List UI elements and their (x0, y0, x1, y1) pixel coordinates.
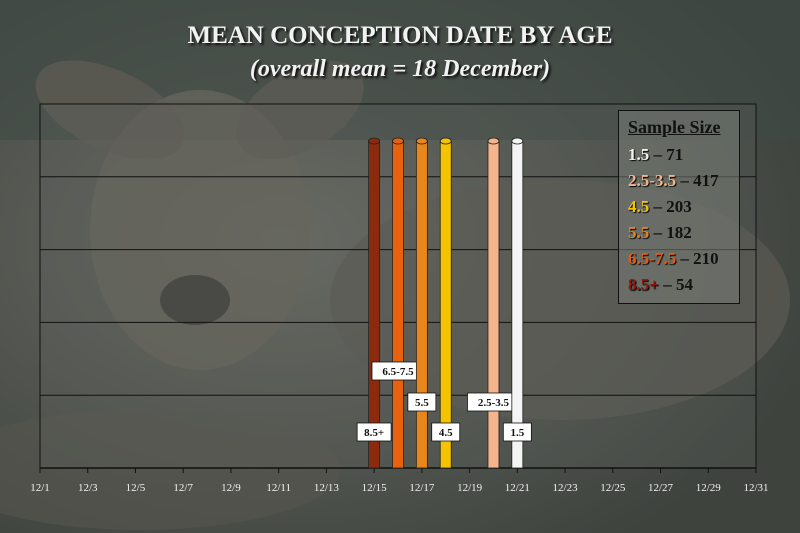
x-tick-label: 12/11 (266, 482, 291, 494)
bar-cap (415, 137, 428, 145)
legend-entry-count: 182 (666, 223, 692, 242)
bar-label-box (356, 422, 392, 442)
legend-title: Sample Size (628, 117, 721, 137)
x-tick-label: 12/1 (30, 482, 50, 494)
x-tick-label: 12/23 (553, 482, 579, 494)
bar (511, 140, 524, 469)
legend-entry-label: 6.5-7.5 (628, 249, 677, 268)
bar-cap (392, 137, 404, 145)
bar-cap (511, 137, 524, 145)
bar (439, 140, 452, 469)
legend-entry: 4.5 – 203 (628, 194, 739, 220)
x-tick-label: 12/3 (78, 482, 98, 494)
legend-entry-count: 210 (693, 249, 719, 268)
x-tick-label: 12/17 (409, 482, 435, 494)
chart-subtitle: (overall mean = 18 December) (249, 56, 551, 82)
legend-entry-count: 417 (693, 171, 719, 190)
x-tick-label: 12/21 (505, 482, 530, 494)
bar-label-box (431, 422, 461, 442)
chart-title: MEAN CONCEPTION DATE BY AGE (187, 22, 613, 49)
x-tick-label: 12/9 (221, 482, 241, 494)
legend-entry: 8.5+ – 54 (628, 272, 739, 298)
legend-entry-label: 8.5+ (628, 275, 659, 294)
legend-entry: 5.5 – 182 (628, 220, 739, 246)
bar-data-label: 2.5-3.5 (478, 397, 510, 409)
bar-data-label: 8.5+ (364, 427, 384, 439)
x-tick-label: 12/13 (314, 482, 340, 494)
legend: Sample Size 1.5 – 71 2.5-3.5 – 417 4.5 – 2… (618, 110, 740, 304)
legend-entry-count: 54 (675, 275, 693, 294)
bar-cap (487, 137, 500, 145)
legend-entry-label: 2.5-3.5 (628, 171, 677, 190)
bar (368, 140, 381, 469)
x-tick-label: 12/15 (362, 482, 388, 494)
bar-data-label: 6.5-7.5 (382, 366, 414, 378)
x-tick-label: 12/27 (648, 482, 674, 494)
legend-entry-dash: – (658, 275, 676, 294)
bar-label-box (502, 422, 532, 442)
legend-entry-dash: – (649, 223, 667, 242)
bar-cap (368, 137, 381, 145)
legend-entry-count: 71 (666, 145, 684, 164)
x-tick-label: 12/19 (457, 482, 483, 494)
legend-entry-label: 5.5 (628, 223, 650, 242)
bar-data-label: 5.5 (415, 397, 429, 409)
x-tick-label: 12/5 (126, 482, 146, 494)
bar-data-label: 1.5 (510, 427, 524, 439)
legend-entry-count: 203 (666, 197, 692, 216)
legend-entry-dash: – (649, 197, 667, 216)
bar (415, 140, 428, 469)
x-tick-label: 12/29 (696, 482, 722, 494)
bar (392, 140, 404, 469)
legend-entry: 1.5 – 71 (628, 142, 739, 168)
legend-entry-dash: – (676, 249, 694, 268)
legend-entry-dash: – (676, 171, 694, 190)
x-tick-label: 12/7 (173, 482, 193, 494)
x-tick-label: 12/31 (743, 482, 768, 494)
bar (487, 140, 500, 469)
legend-entry-label: 1.5 (628, 145, 650, 164)
legend-entry-label: 4.5 (628, 197, 650, 216)
x-tick-label: 12/25 (600, 482, 626, 494)
legend-entry-dash: – (649, 145, 667, 164)
legend-entry: 6.5-7.5 – 210 (628, 246, 739, 272)
legend-entry: 2.5-3.5 – 417 (628, 168, 739, 194)
bar-data-label: 4.5 (439, 427, 453, 439)
bar-label-box (407, 392, 437, 412)
bar-cap (439, 137, 452, 145)
